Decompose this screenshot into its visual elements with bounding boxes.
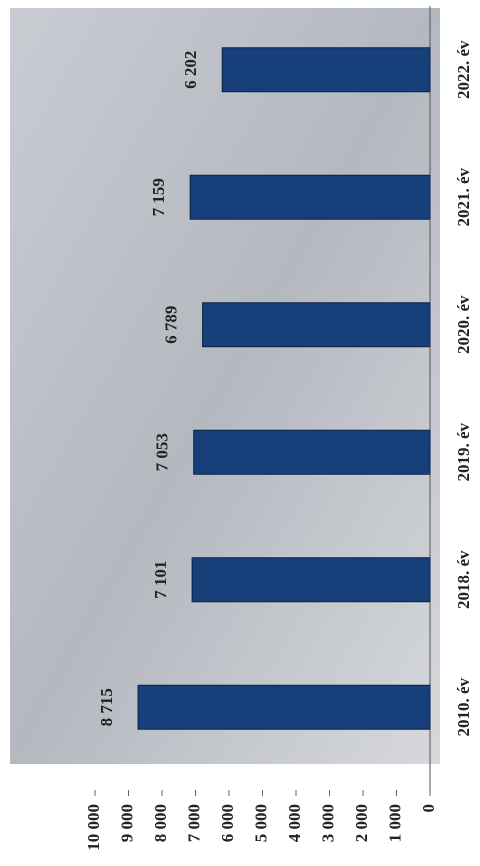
x-tick-label: 2018. év bbox=[454, 550, 473, 609]
x-tick-label: 2010. év bbox=[454, 677, 473, 736]
bar bbox=[202, 302, 431, 348]
x-tick-label: 2022. év bbox=[454, 40, 473, 99]
value-label: 7 101 bbox=[151, 561, 170, 599]
bar bbox=[193, 429, 431, 475]
bar bbox=[191, 557, 431, 603]
value-label: 6 789 bbox=[161, 306, 180, 344]
y-tick-label: 9 000 bbox=[117, 804, 136, 842]
y-tick-label: 10 000 bbox=[84, 804, 103, 851]
x-tick-label: 2019. év bbox=[454, 422, 473, 481]
value-label: 7 159 bbox=[149, 178, 168, 216]
y-tick-label: 7 000 bbox=[184, 804, 203, 842]
value-label: 6 202 bbox=[181, 51, 200, 89]
value-label: 7 053 bbox=[153, 433, 172, 471]
rotated-chart: 0 1 000 2 000 3 000 4 000 5 000 6 000 7 000 8 00… bbox=[84, 6, 473, 851]
background-photo bbox=[10, 8, 440, 764]
y-tick-label: 4 000 bbox=[285, 804, 304, 842]
x-tick-label: 2021. év bbox=[454, 167, 473, 226]
bar bbox=[137, 684, 431, 730]
value-label: 8 715 bbox=[97, 688, 116, 726]
y-tick-label: 0 bbox=[419, 804, 438, 813]
y-tick-label: 3 000 bbox=[318, 804, 337, 842]
y-tick-label: 6 000 bbox=[218, 804, 237, 842]
y-tick-label: 8 000 bbox=[151, 804, 170, 842]
bar bbox=[189, 174, 431, 220]
x-tick-label: 2020. év bbox=[454, 295, 473, 354]
y-tick-label: 5 000 bbox=[251, 804, 270, 842]
bar bbox=[221, 47, 431, 93]
y-tick-label: 2 000 bbox=[352, 804, 371, 842]
y-tick-label: 1 000 bbox=[385, 804, 404, 842]
